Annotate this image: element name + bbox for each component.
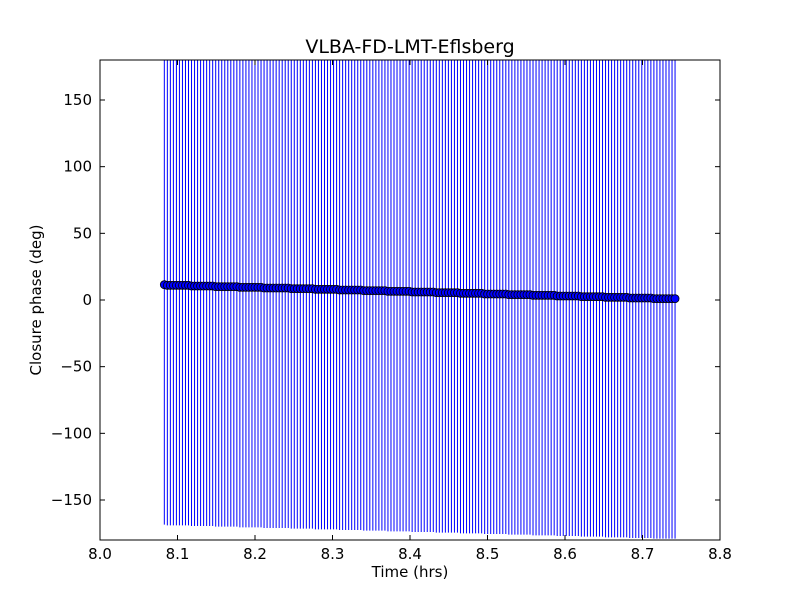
y-tick-label: −150 (51, 491, 92, 509)
x-ticks: 8.0 8.1 8.2 8.3 8.4 8.5 8.6 8.7 8.8 (88, 60, 732, 563)
data-points (159, 280, 680, 304)
x-tick-label: 8.2 (243, 545, 267, 563)
x-tick-label: 8.8 (708, 545, 732, 563)
y-tick-label: −100 (51, 424, 92, 442)
data-point (670, 294, 680, 304)
y-tick-label: 150 (63, 91, 92, 109)
y-ticks: 150 100 50 0 −50 −100 −150 (51, 91, 720, 509)
y-tick-label: 0 (82, 291, 92, 309)
x-tick-label: 8.6 (553, 545, 577, 563)
x-tick-label: 8.4 (398, 545, 422, 563)
x-tick-label: 8.7 (631, 545, 655, 563)
y-tick-label: 100 (63, 158, 92, 176)
y-tick-label: −50 (60, 358, 92, 376)
chart-title: VLBA-FD-LMT-Eflsberg (305, 36, 514, 58)
x-tick-label: 8.5 (476, 545, 500, 563)
y-tick-label: 50 (73, 224, 92, 242)
x-axis-label: Time (hrs) (371, 563, 449, 581)
x-tick-label: 8.0 (88, 545, 112, 563)
x-tick-label: 8.3 (321, 545, 345, 563)
y-axis-label: Closure phase (deg) (27, 225, 45, 376)
x-tick-label: 8.1 (166, 545, 190, 563)
